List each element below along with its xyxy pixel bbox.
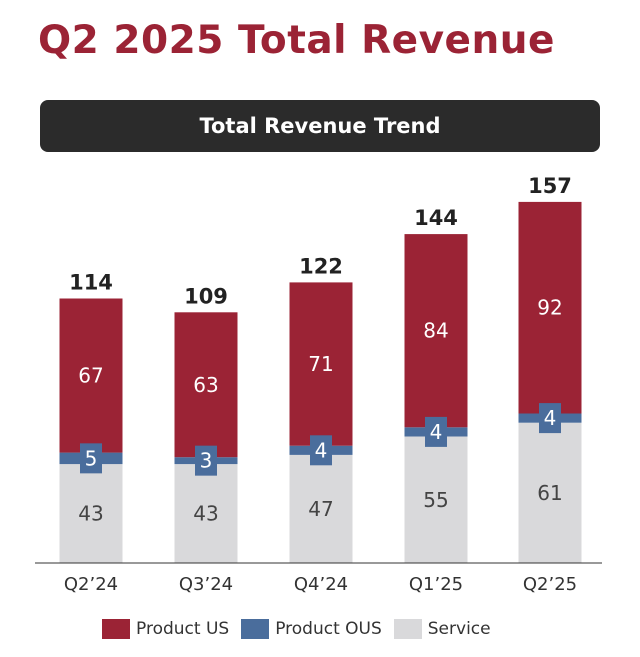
chart-title-banner: Total Revenue Trend — [40, 100, 600, 152]
data-label: 92 — [537, 296, 562, 320]
ous-label-box — [425, 416, 447, 447]
total-label: 114 — [69, 271, 113, 295]
legend-label: Service — [427, 619, 491, 639]
data-label: 3 — [200, 449, 213, 473]
chart-title: Total Revenue Trend — [199, 114, 441, 138]
data-label: 5 — [85, 446, 98, 470]
bar-segment-product-us — [174, 312, 238, 458]
ous-label-box — [195, 445, 217, 476]
legend-swatch — [393, 619, 422, 639]
bar-segment-product-us — [404, 234, 468, 428]
legend-label: Product US — [136, 619, 230, 639]
bar-segment-product-us — [59, 298, 123, 453]
x-tick-label: Q2’24 — [64, 574, 118, 595]
data-label: 43 — [78, 502, 103, 526]
ous-label-box — [310, 435, 332, 466]
total-label: 122 — [299, 254, 343, 278]
data-label: 4 — [544, 406, 557, 430]
data-label: 55 — [423, 488, 448, 512]
page-title: Q2 2025 Total Revenue — [38, 18, 555, 63]
legend: Product US Product OUS Service — [102, 619, 503, 639]
bar-segment-service — [404, 436, 468, 563]
bar-segment-service — [174, 464, 238, 563]
x-tick-label: Q1’25 — [409, 574, 463, 595]
x-tick-label: Q2’25 — [523, 574, 577, 595]
legend-swatch — [241, 619, 270, 639]
bar-segment-product-us — [518, 201, 582, 414]
total-label: 157 — [528, 174, 572, 198]
total-label: 109 — [184, 284, 228, 308]
data-label: 67 — [78, 364, 103, 388]
data-label: 47 — [308, 497, 333, 521]
bar-segment-service — [518, 422, 582, 563]
data-label: 4 — [430, 420, 443, 444]
legend-label: Product OUS — [275, 619, 382, 639]
legend-swatch — [102, 619, 130, 639]
bar-segment-service — [59, 464, 123, 563]
bar-segment-product-us — [289, 282, 353, 446]
x-tick-label: Q4’24 — [294, 574, 348, 595]
ous-label-box — [539, 403, 561, 434]
data-label: 4 — [315, 438, 328, 462]
data-label: 84 — [423, 319, 448, 343]
data-label: 43 — [193, 502, 218, 526]
total-label: 144 — [414, 206, 458, 230]
x-tick-label: Q3’24 — [179, 574, 233, 595]
data-label: 71 — [308, 352, 333, 376]
legend-item-service: Service — [393, 619, 491, 639]
legend-item-product-us: Product US — [102, 619, 229, 639]
data-label: 61 — [537, 481, 562, 505]
data-label: 63 — [193, 373, 218, 397]
legend-item-product-ous: Product OUS — [241, 619, 382, 639]
ous-label-box — [80, 443, 102, 474]
bar-segment-service — [289, 454, 353, 563]
